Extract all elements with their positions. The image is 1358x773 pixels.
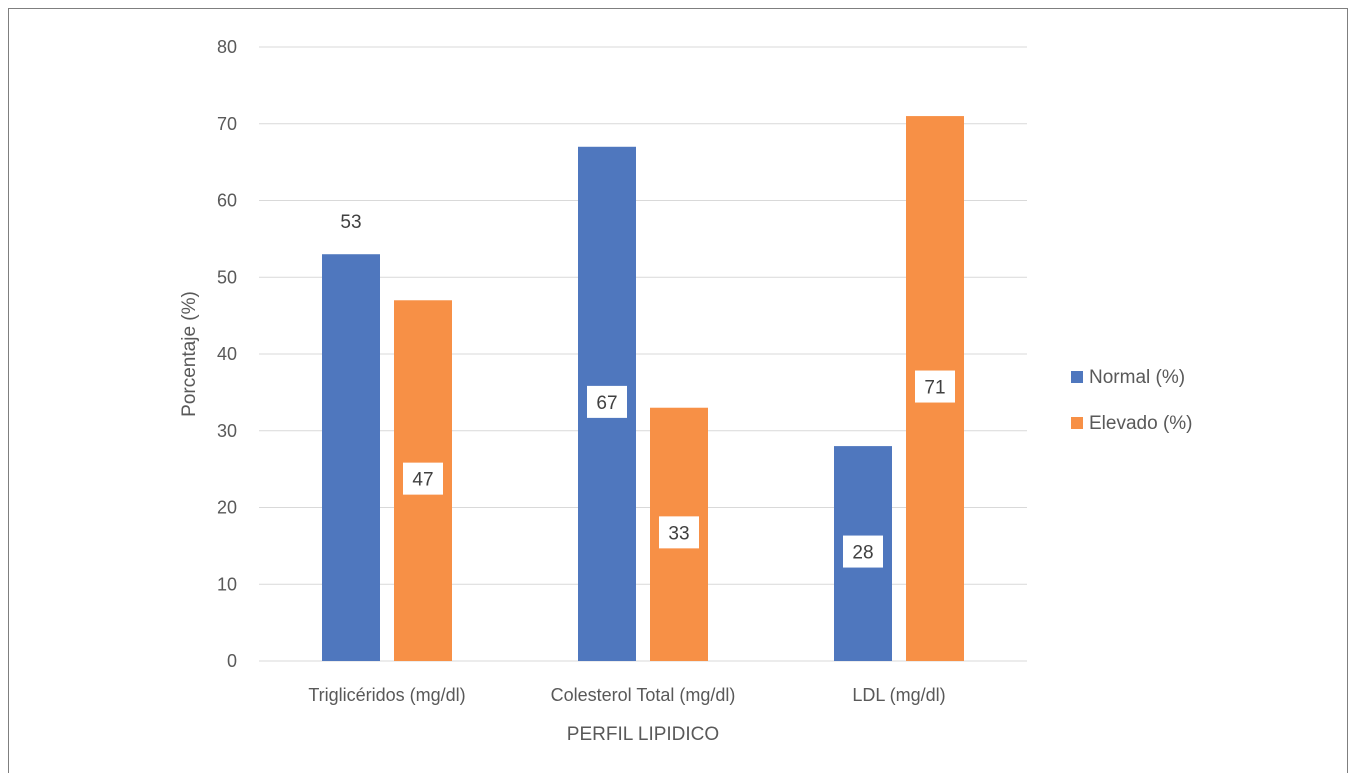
bar-chart: 0 10 20 30 40 50 60 70 80 Triglicéridos (mg/dl) C… (179, 37, 1193, 745)
y-tick-label: 80 (217, 37, 237, 57)
data-label: 28 (852, 543, 873, 564)
x-tick-label: LDL (mg/dl) (852, 685, 945, 705)
data-label: 53 (340, 212, 361, 233)
y-axis-title: Porcentaje (%) (179, 291, 200, 417)
y-tick-label: 40 (217, 344, 237, 364)
y-tick-label: 70 (217, 114, 237, 134)
y-axis-ticks: 0 10 20 30 40 50 60 70 80 (217, 37, 237, 671)
data-label-box (843, 535, 883, 568)
x-axis-title: PERFIL LIPIDICO (567, 724, 719, 745)
y-tick-label: 20 (217, 498, 237, 518)
data-labels: 53 47 67 33 28 71 (340, 212, 955, 568)
x-tick-label: Colesterol Total (mg/dl) (551, 685, 736, 705)
y-tick-label: 10 (217, 574, 237, 594)
legend-label: Elevado (%) (1089, 413, 1193, 434)
data-label-box (587, 385, 627, 418)
bars (322, 116, 964, 661)
bar (322, 254, 380, 661)
chart-frame: 0 10 20 30 40 50 60 70 80 Triglicéridos (mg/dl) C… (8, 8, 1348, 773)
legend-swatch (1071, 417, 1083, 429)
gridlines (259, 46, 1027, 662)
y-tick-label: 50 (217, 267, 237, 287)
data-label: 47 (412, 470, 433, 491)
data-label-box (659, 516, 699, 549)
data-label: 33 (668, 523, 689, 544)
data-label-box (403, 462, 443, 495)
data-label: 71 (924, 378, 945, 399)
legend-swatch (1071, 371, 1083, 383)
y-tick-label: 60 (217, 191, 237, 211)
x-tick-label: Triglicéridos (mg/dl) (308, 685, 465, 705)
y-tick-label: 0 (227, 651, 237, 671)
data-label-box (915, 370, 955, 403)
legend: Normal (%) Elevado (%) (1071, 367, 1193, 434)
legend-label: Normal (%) (1089, 367, 1185, 388)
y-tick-label: 30 (217, 421, 237, 441)
x-axis-ticks: Triglicéridos (mg/dl) Colesterol Total (m… (308, 685, 945, 705)
data-label: 67 (596, 393, 617, 414)
